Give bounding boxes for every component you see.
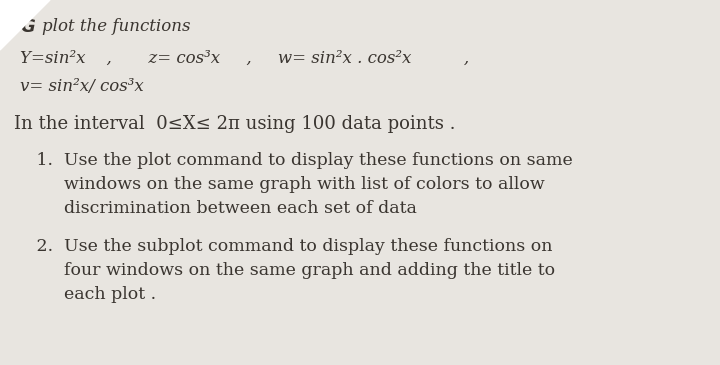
Text: v= sin²x/ cos³x: v= sin²x/ cos³x [20, 78, 144, 95]
Text: discrimination between each set of data: discrimination between each set of data [20, 200, 417, 217]
Text: four windows on the same graph and adding the title to: four windows on the same graph and addin… [20, 262, 555, 279]
Text: windows on the same graph with list of colors to allow: windows on the same graph with list of c… [20, 176, 545, 193]
Text: each plot .: each plot . [20, 286, 156, 303]
Text: Y=sin²x    ,       z= cos³x     ,     w= sin²x . cos²x          ,: Y=sin²x , z= cos³x , w= sin²x . cos²x , [20, 50, 469, 67]
Text: plot the functions: plot the functions [42, 18, 191, 35]
Text: 1.  Use the plot command to display these functions on same: 1. Use the plot command to display these… [20, 152, 572, 169]
Text: G: G [20, 18, 35, 36]
Text: 2.  Use the subplot command to display these functions on: 2. Use the subplot command to display th… [20, 238, 552, 255]
Polygon shape [0, 0, 50, 50]
Text: In the interval  0≤X≤ 2π using 100 data points .: In the interval 0≤X≤ 2π using 100 data p… [14, 115, 456, 133]
